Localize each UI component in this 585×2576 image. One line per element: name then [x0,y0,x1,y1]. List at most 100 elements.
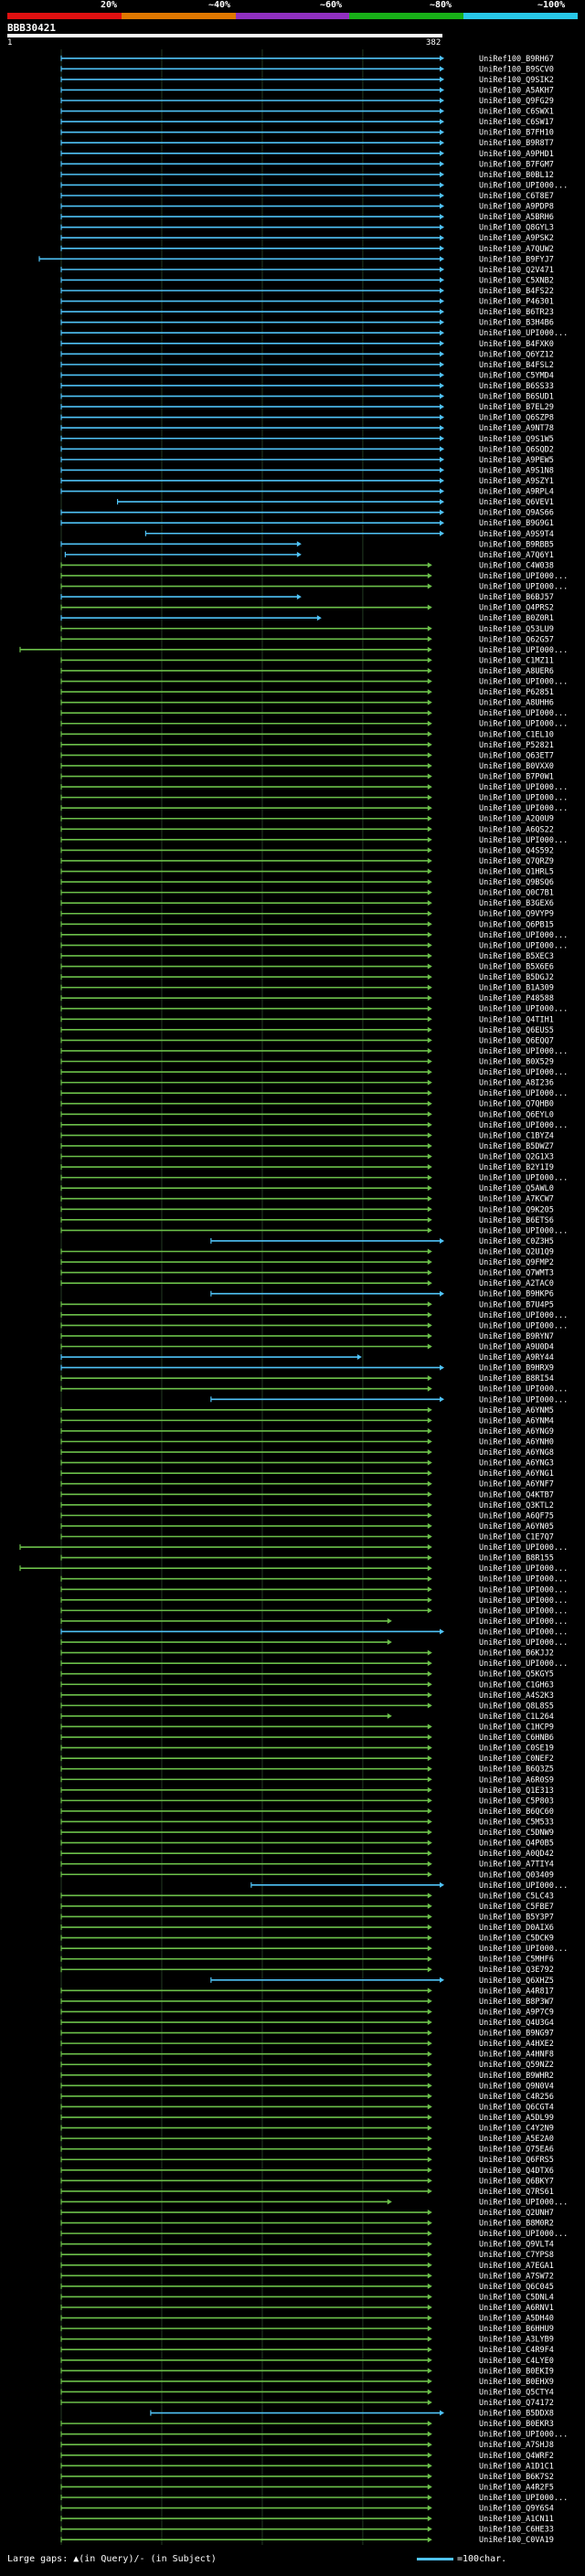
hit-label[interactable]: UniRef100_A5AKH7 [479,86,554,95]
hit-row[interactable]: UniRef100_A6YNG8 [60,1448,554,1458]
hit-row[interactable]: UniRef100_B0Z0R1 [60,614,554,623]
hit-row[interactable]: UniRef100_Q3E792 [60,1966,554,1975]
hit-label[interactable]: UniRef100_A4R2F5 [479,2483,554,2492]
hit-label[interactable]: UniRef100_B5XEC3 [479,952,554,961]
hit-row[interactable]: UniRef100_A7SHJ8 [60,2441,554,2450]
hit-row[interactable]: UniRef100_C6T8E7 [60,192,554,201]
hit-row[interactable]: UniRef100_Q5AWL0 [60,1184,554,1193]
hit-row[interactable]: UniRef100_C4W038 [60,561,554,570]
hit-row[interactable]: UniRef100_Q3KTL2 [60,1501,554,1511]
hit-row[interactable]: UniRef100_B7P0W1 [60,773,554,782]
hit-row[interactable]: UniRef100_A4S2K3 [60,1691,554,1701]
hit-row[interactable]: UniRef100_Q6CGT4 [60,2103,554,2112]
hit-row[interactable]: UniRef100_B0EHX9 [60,2378,554,2387]
hit-row[interactable]: UniRef100_B8RI54 [60,1374,554,1383]
hit-label[interactable]: UniRef100_C0Z3H5 [479,1237,554,1246]
hit-row[interactable]: UniRef100_C5MHF6 [60,1956,554,1965]
hit-row[interactable]: UniRef100_Q75EA6 [60,2146,554,2155]
hit-label[interactable]: UniRef100_A9RY44 [479,1353,554,1362]
hit-row[interactable]: UniRef100_UPI000... [19,646,568,655]
hit-label[interactable]: UniRef100_Q6YZ12 [479,350,554,359]
hit-row[interactable]: UniRef100_UPI000... [60,1174,568,1183]
hit-row[interactable]: UniRef100_UPI000... [60,1585,568,1595]
hit-row[interactable]: UniRef100_Q9VYP9 [60,910,554,919]
hit-label[interactable]: UniRef100_C5FBE7 [479,1903,554,1912]
hit-row[interactable]: UniRef100_UPI000... [19,1543,568,1553]
hit-row[interactable]: UniRef100_C5DNL4 [60,2293,554,2302]
hit-row[interactable]: UniRef100_P46301 [60,298,554,307]
hit-row[interactable]: UniRef100_A5AKH7 [60,86,554,95]
hit-label[interactable]: UniRef100_Q3KTL2 [479,1501,554,1511]
hit-row[interactable]: UniRef100_UPI000... [60,2198,568,2207]
hit-row[interactable]: UniRef100_C1HCP9 [60,1723,554,1732]
hit-label[interactable]: UniRef100_A7KCW7 [479,1195,554,1204]
hit-row[interactable]: UniRef100_UPI000... [60,1321,568,1330]
hit-label[interactable]: UniRef100_B7FGM7 [479,160,554,169]
hit-label[interactable]: UniRef100_Q4WRF2 [479,2452,554,2461]
hit-label[interactable]: UniRef100_Q9N0V4 [479,2082,554,2091]
hit-label[interactable]: UniRef100_C5DCK9 [479,1935,554,1944]
hit-row[interactable]: UniRef100_UPI000... [60,583,568,592]
hit-row[interactable]: UniRef100_Q7WMT3 [60,1269,554,1278]
hit-label[interactable]: UniRef100_B5DWZ7 [479,1142,554,1151]
hit-label[interactable]: UniRef100_A7SW72 [479,2272,554,2281]
hit-row[interactable]: UniRef100_B9NG97 [60,2030,554,2039]
hit-row[interactable]: UniRef100_A6YNM5 [60,1406,554,1415]
hit-row[interactable]: UniRef100_UPI000... [60,1311,568,1320]
hit-row[interactable]: UniRef100_C5M533 [60,1818,554,1827]
hit-label[interactable]: UniRef100_Q9AS66 [479,509,554,518]
hit-row[interactable]: UniRef100_P52821 [60,741,554,750]
hit-label[interactable]: UniRef100_C5YMD4 [479,371,554,380]
hit-row[interactable]: UniRef100_UPI000... [60,836,568,845]
hit-label[interactable]: UniRef100_A9S1N8 [479,466,554,475]
hit-label[interactable]: UniRef100_A6YNG3 [479,1459,554,1468]
hit-label[interactable]: UniRef100_UPI000... [479,1068,568,1077]
hit-row[interactable]: UniRef100_P62851 [60,688,554,697]
hit-row[interactable]: UniRef100_A7EGA1 [60,2262,554,2271]
hit-label[interactable]: UniRef100_A6YNH0 [479,1437,554,1447]
hit-label[interactable]: UniRef100_A5BRH6 [479,213,554,222]
hit-row[interactable]: UniRef100_B9RH67 [60,55,554,64]
hit-label[interactable]: UniRef100_C6SW17 [479,118,554,127]
hit-row[interactable]: UniRef100_Q1HRL5 [60,868,554,877]
hit-label[interactable]: UniRef100_Q8L8S5 [479,1701,554,1711]
hit-row[interactable]: UniRef100_UPI000... [60,1089,568,1098]
hit-row[interactable]: UniRef100_D0AIX6 [60,1924,554,1933]
hit-label[interactable]: UniRef100_Q7RS61 [479,2188,554,2197]
hit-row[interactable]: UniRef100_B9HKP6 [210,1290,554,1299]
hit-row[interactable]: UniRef100_A9S9T4 [144,530,554,539]
hit-label[interactable]: UniRef100_Q62G57 [479,635,554,644]
hit-row[interactable]: UniRef100_A9PSK2 [60,234,554,243]
hit-label[interactable]: UniRef100_UPI000... [479,720,568,729]
hit-label[interactable]: UniRef100_Q9S1W5 [479,435,554,444]
hit-label[interactable]: UniRef100_A5DH40 [479,2315,554,2324]
hit-row[interactable]: UniRef100_C5YMD4 [60,371,554,380]
hit-label[interactable]: UniRef100_A7SHJ8 [479,2441,554,2450]
hit-label[interactable]: UniRef100_A9S9T4 [479,530,554,539]
hit-row[interactable]: UniRef100_Q6SZP8 [60,414,554,423]
hit-label[interactable]: UniRef100_A6QS22 [479,825,554,834]
hit-row[interactable]: UniRef100_A8UER6 [60,667,554,676]
hit-label[interactable]: UniRef100_C1E7Q7 [479,1532,554,1542]
hit-label[interactable]: UniRef100_Q7WMT3 [479,1269,554,1278]
hit-row[interactable]: UniRef100_A9NT78 [60,424,554,433]
hit-row[interactable]: UniRef100_A9S1N8 [60,466,554,475]
hit-row[interactable]: UniRef100_Q8L8S5 [60,1701,554,1711]
hit-row[interactable]: UniRef100_Q6XHZ5 [210,1977,554,1986]
hit-row[interactable]: UniRef100_A9U0D4 [60,1342,554,1352]
hit-label[interactable]: UniRef100_Q6EUS5 [479,1026,554,1035]
hit-label[interactable]: UniRef100_UPI000... [479,1638,568,1648]
hit-row[interactable]: UniRef100_C1E7Q7 [60,1532,554,1542]
hit-row[interactable]: UniRef100_B8P3W7 [60,1998,554,2007]
hit-row[interactable]: UniRef100_C6SWX1 [60,108,554,117]
hit-label[interactable]: UniRef100_A2TAC0 [479,1279,554,1288]
hit-label[interactable]: UniRef100_Q6PB15 [479,920,554,929]
hit-label[interactable]: UniRef100_B0EKR3 [479,2420,554,2429]
hit-row[interactable]: UniRef100_B5DDX8 [150,2410,554,2419]
hit-row[interactable]: UniRef100_Q2V471 [60,266,554,275]
hit-label[interactable]: UniRef100_B7FH10 [479,129,554,138]
hit-row[interactable]: UniRef100_A9PDP8 [60,203,554,212]
hit-label[interactable]: UniRef100_Q1E313 [479,1786,554,1796]
hit-row[interactable]: UniRef100_UPI000... [60,794,568,803]
hit-row[interactable]: UniRef100_A4R2F5 [60,2483,554,2492]
